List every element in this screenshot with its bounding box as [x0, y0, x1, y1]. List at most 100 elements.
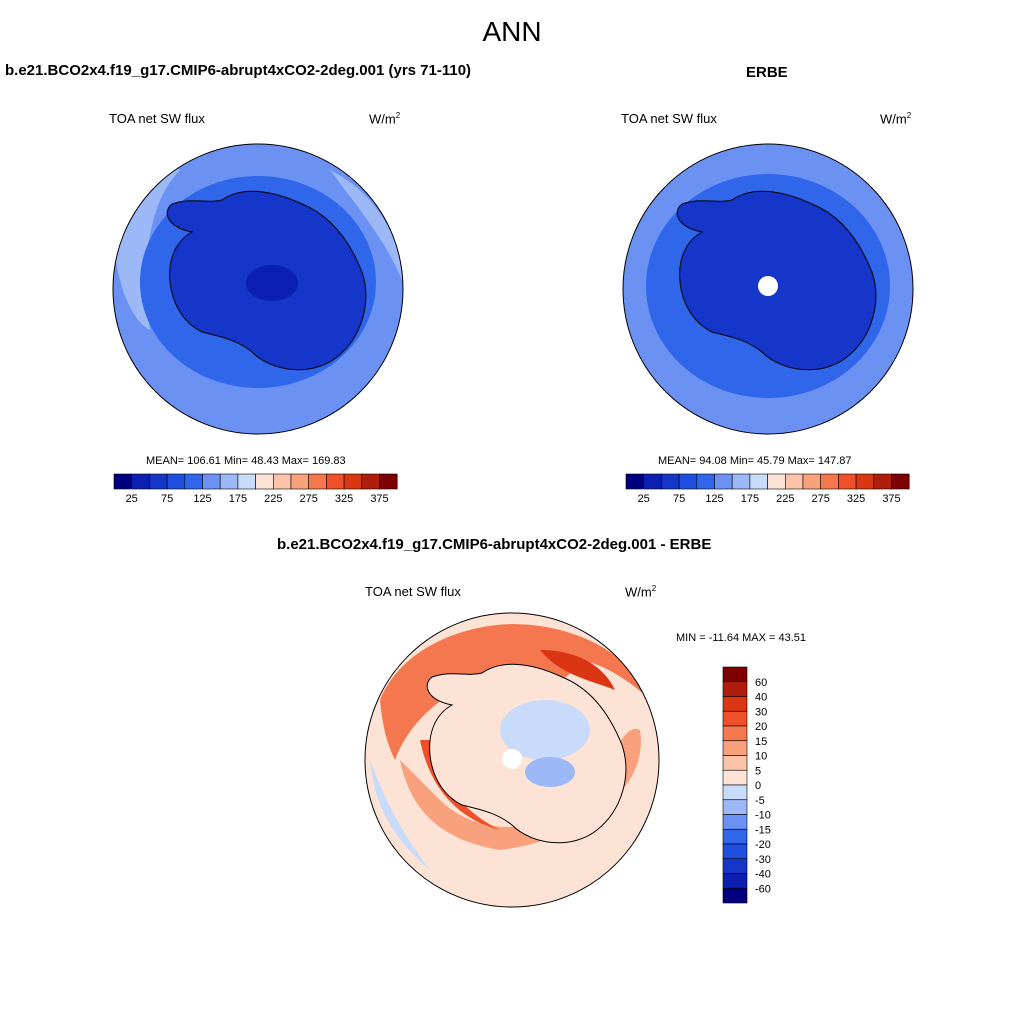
obs-colorbar-tick-label: 25 [638, 493, 650, 505]
diff-colorbar-cell [722, 666, 748, 683]
model-colorbar-tick-label: 125 [193, 493, 211, 505]
diff-colorbar-tick-label: 10 [755, 751, 767, 763]
model-colorbar-cell [379, 473, 398, 490]
diff-colorbar-cell [722, 740, 748, 756]
obs-panel-title: ERBE [746, 64, 788, 81]
diff-units-label: W/m2 [625, 584, 657, 600]
diff-colorbar-tick-label: -20 [755, 839, 771, 851]
obs-colorbar-cell [696, 473, 715, 490]
obs-variable-label: TOA net SW flux [621, 111, 717, 126]
diff-colorbar-cell [722, 814, 748, 830]
model-colorbar-tick-label: 375 [370, 493, 388, 505]
diff-colorbar-tick-label: 40 [755, 692, 767, 704]
diff-colorbar-tick-label: -60 [755, 883, 771, 895]
diff-colorbar-cell [722, 873, 748, 889]
obs-colorbar-cell [855, 473, 875, 490]
model-panel-title: b.e21.BCO2x4.f19_g17.CMIP6-abrupt4xCO2-2… [5, 62, 472, 79]
model-colorbar-tick-label: 25 [126, 493, 138, 505]
diff-colorbar-tick-label: -30 [755, 854, 771, 866]
diff-colorbar-cell [722, 755, 748, 771]
obs-colorbar-cell [891, 473, 910, 490]
diff-colorbar-cell [722, 858, 748, 874]
diff-colorbar-tick-label: 20 [755, 721, 767, 733]
diff-colorbar-cell [722, 799, 748, 815]
model-colorbar-cell [184, 473, 203, 490]
diff-colorbar-tick-label: -15 [755, 824, 771, 836]
diff-colorbar-tick-label: -40 [755, 869, 771, 881]
diff-colorbar-cell [722, 843, 748, 860]
obs-colorbar-tick-label: 325 [847, 493, 865, 505]
model-map [113, 144, 403, 434]
diff-map-border [364, 612, 660, 908]
obs-colorbar-tick-label: 375 [882, 493, 900, 505]
diff-colorbar-tick-label: 60 [755, 677, 767, 689]
obs-colorbar-cell [678, 473, 698, 490]
obs-map [623, 144, 913, 434]
obs-colorbar-cell [767, 473, 786, 490]
model-colorbar-cell [343, 473, 363, 490]
model-units-label: W/m2 [369, 111, 401, 127]
obs-colorbar-tick-label: 125 [705, 493, 723, 505]
obs-colorbar-cell [784, 473, 804, 490]
diff-colorbar-cell [722, 710, 748, 727]
diff-colorbar-cell [722, 696, 748, 712]
model-colorbar-tick-label: 175 [229, 493, 247, 505]
diff-stats: MIN = -11.64 MAX = 43.51 [676, 632, 807, 644]
diff-colorbar-tick-label: 15 [755, 736, 767, 748]
diff-colorbar: 60 40 30 20 15 10 5 0 -5 -10 -15 -20 -30 -40 -60 [722, 666, 771, 904]
obs-map-border [622, 143, 914, 435]
diff-colorbar-tick-label: -5 [755, 795, 765, 807]
obs-colorbar-cell [749, 473, 768, 490]
model-colorbar-cell [255, 473, 274, 490]
obs-colorbar-cell [661, 473, 680, 490]
diff-colorbar-cell [722, 681, 748, 697]
diff-colorbar-cell [722, 769, 748, 786]
obs-colorbar-cell [802, 473, 822, 490]
model-colorbar-tick-label: 275 [300, 493, 318, 505]
model-colorbar-cell [308, 473, 327, 490]
diff-colorbar-cell [722, 887, 748, 904]
model-colorbar-cell [149, 473, 168, 490]
diff-colorbar-cell [722, 784, 748, 801]
model-variable-label: TOA net SW flux [109, 111, 205, 126]
figure-title: ANN [482, 16, 542, 47]
model-colorbar-cell [361, 473, 380, 490]
diff-panel-title: b.e21.BCO2x4.f19_g17.CMIP6-abrupt4xCO2-2… [277, 536, 712, 553]
obs-colorbar-cell [625, 473, 645, 490]
diff-variable-label: TOA net SW flux [365, 584, 461, 599]
diff-colorbar-tick-label: -10 [755, 810, 771, 822]
diff-colorbar-tick-label: 30 [755, 706, 767, 718]
obs-colorbar-tick-label: 225 [776, 493, 794, 505]
model-colorbar-cell [166, 473, 186, 490]
obs-stats: MEAN= 94.08 Min= 45.79 Max= 147.87 [658, 455, 852, 467]
model-map-border [112, 143, 404, 435]
obs-colorbar-cell [714, 473, 733, 490]
obs-colorbar-tick-label: 275 [812, 493, 830, 505]
model-colorbar-cell [290, 473, 310, 490]
obs-colorbar-cell [731, 473, 751, 490]
obs-units-label: W/m2 [880, 111, 912, 127]
model-colorbar-cell [219, 473, 239, 490]
model-colorbar-cell [202, 473, 221, 490]
obs-colorbar-cell [820, 473, 839, 490]
diff-colorbar-cell [722, 828, 748, 845]
diff-colorbar-tick-label: 5 [755, 765, 761, 777]
model-colorbar-cell [131, 473, 150, 490]
obs-colorbar-tick-label: 75 [673, 493, 685, 505]
diff-map [365, 613, 659, 907]
obs-colorbar-tick-label: 175 [741, 493, 759, 505]
obs-colorbar: 25 75 125 175 225 275 325 375 [625, 473, 910, 505]
model-colorbar-cell [237, 473, 256, 490]
diff-colorbar-cell [722, 725, 748, 742]
obs-colorbar-cell [643, 473, 662, 490]
model-colorbar-tick-label: 225 [264, 493, 282, 505]
model-stats: MEAN= 106.61 Min= 48.43 Max= 169.83 [146, 455, 346, 467]
model-colorbar-tick-label: 325 [335, 493, 353, 505]
obs-colorbar-cell [873, 473, 892, 490]
model-colorbar: 25 75 125 175 225 275 325 375 [113, 473, 398, 505]
obs-colorbar-cell [838, 473, 857, 490]
model-colorbar-cell [272, 473, 292, 490]
model-colorbar-tick-label: 75 [161, 493, 173, 505]
